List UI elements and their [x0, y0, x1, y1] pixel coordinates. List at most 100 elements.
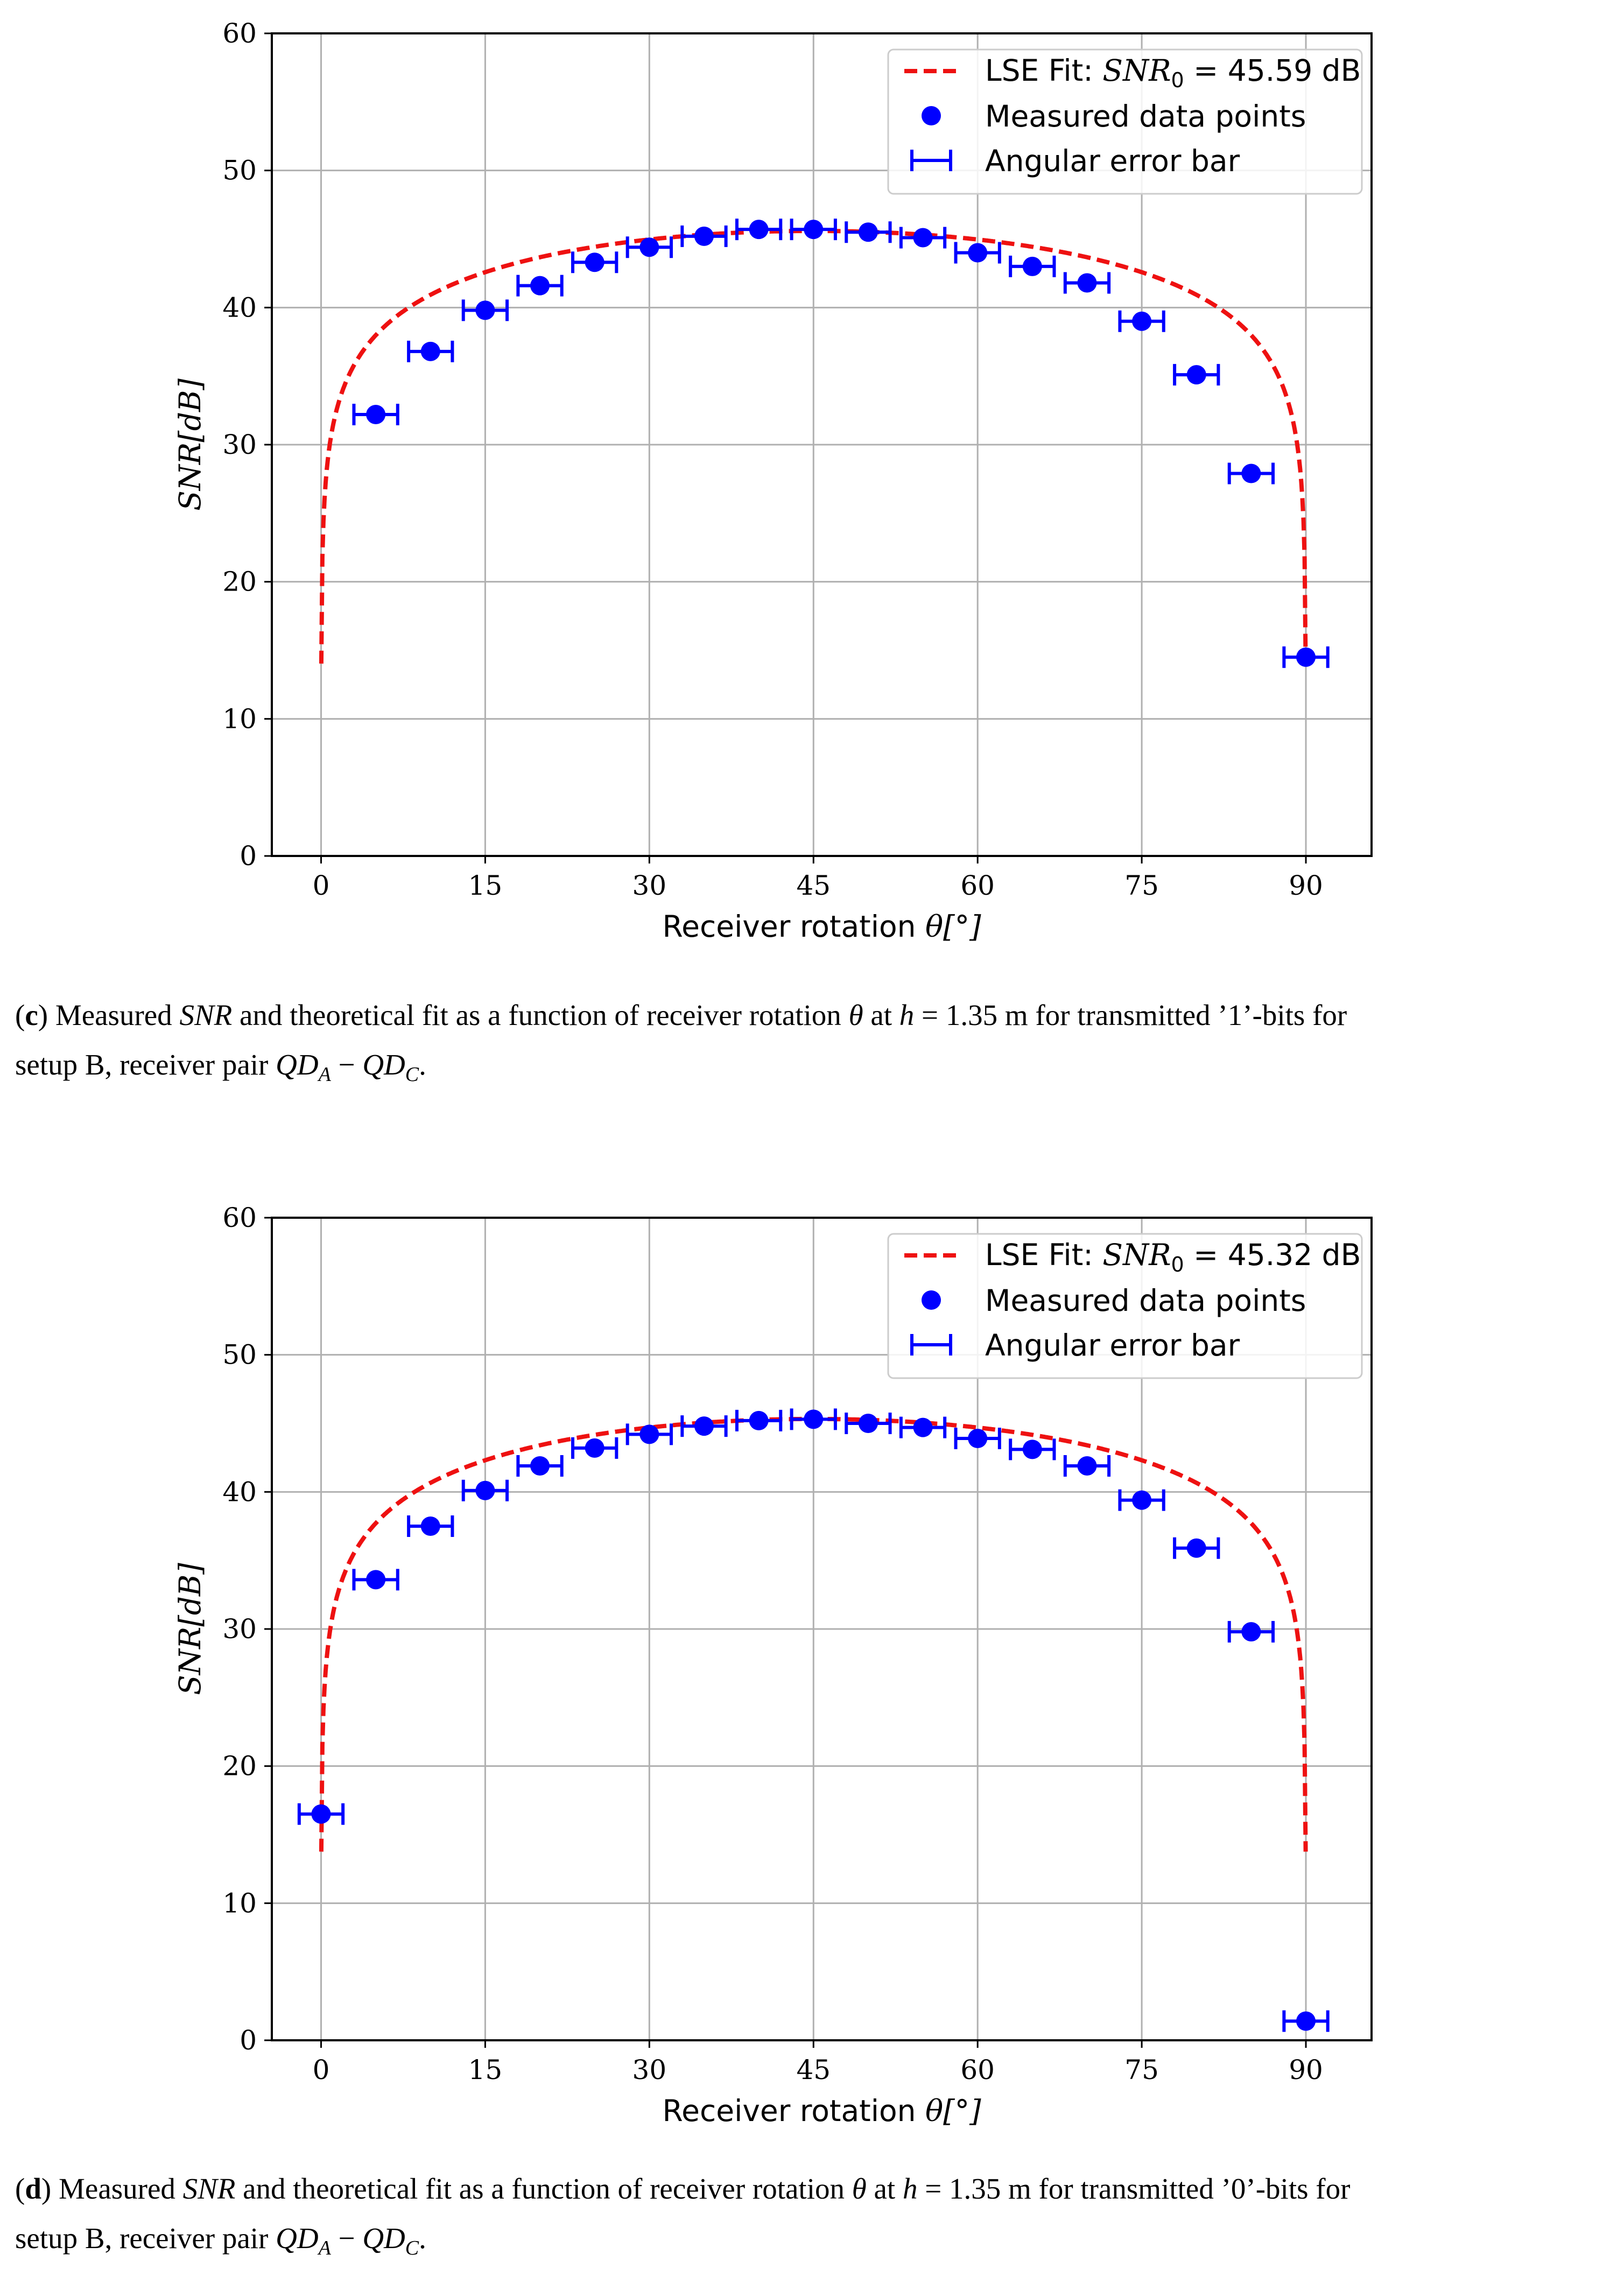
- data-point: [858, 1414, 878, 1433]
- figure-panel-d: 0 15 30 45 60 75 90 0 10 20 30 40 50 60 Receiver rotat…: [0, 1184, 1624, 2289]
- data-point-group: [571, 1437, 618, 1459]
- legend-fit-prefix: LSE Fit:: [985, 1238, 1102, 1272]
- data-point-group: [407, 1515, 454, 1537]
- data-point: [1077, 273, 1097, 293]
- data-point-group: [516, 1455, 564, 1477]
- data-point: [530, 1456, 550, 1476]
- data-point: [913, 1417, 933, 1437]
- x-axis-label: Receiver rotation θ[°]: [662, 2094, 981, 2128]
- data-point-group: [1118, 310, 1165, 332]
- x-tick-label: 30: [632, 870, 667, 901]
- x-tick-label: 15: [468, 2054, 503, 2086]
- data-point: [1186, 365, 1206, 385]
- data-point-group: [680, 225, 728, 247]
- plot-frame: [271, 1217, 1373, 2041]
- legend-fit-value: = 45.59 dB: [1184, 53, 1361, 88]
- x-axis-label: Receiver rotation θ[°]: [662, 909, 981, 944]
- data-point-group: [1227, 1621, 1275, 1643]
- y-tick-label: 20: [222, 1751, 257, 1782]
- data-point-group: [1282, 2010, 1330, 2032]
- data-point-group: [625, 1423, 673, 1445]
- data-point-group: [461, 1479, 509, 1501]
- data-point: [1186, 1538, 1206, 1558]
- snr-chart-c: 0 15 30 45 60 75 90 0 10 20 30 40 50 60 Receiver rotat…: [173, 18, 1373, 944]
- data-point-group: [899, 227, 947, 249]
- data-point-group: [516, 275, 564, 297]
- caption-line-1: (d) Measured SNR and theoretical fit as …: [15, 2172, 1351, 2205]
- data-point-group: [1009, 1438, 1056, 1461]
- data-point-group: [625, 236, 673, 258]
- data-point: [639, 1424, 659, 1444]
- x-tick-label: 15: [468, 870, 503, 901]
- data-point: [1296, 647, 1316, 667]
- figure-caption-d: (d) Measured SNR and theoretical fit as …: [15, 2164, 1608, 2273]
- data-point: [1132, 1490, 1152, 1510]
- data-point-group: [680, 1415, 728, 1437]
- data-point: [804, 220, 824, 240]
- caption-line-2: setup B, receiver pair QDA − QDC.: [15, 2222, 426, 2259]
- data-point: [311, 1804, 331, 1824]
- y-tick-label: 30: [222, 1613, 257, 1645]
- x-axis-label-text: Receiver rotation: [662, 909, 925, 944]
- x-tick-label: 75: [1124, 2054, 1159, 2086]
- legend-errorbar-label: Angular error bar: [985, 1328, 1240, 1363]
- data-point: [858, 222, 878, 242]
- data-point: [366, 1570, 386, 1590]
- data-point-group: [1063, 272, 1111, 294]
- y-tick-label: 30: [222, 429, 257, 460]
- data-point: [1077, 1456, 1097, 1476]
- y-tick-label: 40: [222, 292, 257, 323]
- x-tick-label: 90: [1289, 870, 1323, 901]
- legend-point-swatch: [922, 106, 941, 125]
- data-point: [804, 1409, 824, 1429]
- data-point: [913, 228, 933, 248]
- legend-fit-label: LSE Fit: SNR0 = 45.59 dB: [985, 53, 1361, 92]
- data-point: [1132, 311, 1152, 331]
- data-point-group: [1227, 462, 1275, 485]
- data-point: [639, 237, 659, 257]
- data-point-group: [845, 221, 892, 243]
- x-tick-label: 90: [1289, 2054, 1323, 2086]
- x-tick-label: 0: [313, 870, 330, 901]
- x-axis-label-math: θ[°]: [925, 909, 981, 944]
- legend-box: [887, 1233, 1363, 1379]
- data-point-group: [735, 1409, 783, 1431]
- data-point-group: [352, 403, 399, 425]
- data-point-group: [571, 251, 618, 273]
- legend-box: [887, 48, 1363, 195]
- data-point-group: [845, 1413, 892, 1434]
- y-axis-label: SNR[dB]: [173, 1563, 207, 1695]
- data-point-group: [461, 299, 509, 321]
- caption-line-2: setup B, receiver pair QDA − QDC.: [15, 1048, 426, 1086]
- y-tick-label: 50: [222, 1339, 257, 1371]
- legend-fit-value: = 45.32 dB: [1184, 1238, 1361, 1272]
- caption-letter: d: [25, 2172, 41, 2205]
- data-point-group: [1063, 1455, 1111, 1477]
- data-point: [1296, 2011, 1316, 2031]
- data-point: [475, 1480, 495, 1500]
- legend-fit-subscript: 0: [1171, 68, 1184, 92]
- y-tick-label: 60: [222, 1202, 257, 1233]
- x-axis-label-text: Receiver rotation: [662, 2094, 925, 2128]
- caption-letter: c: [25, 999, 38, 1031]
- legend-fit-label: LSE Fit: SNR0 = 45.32 dB: [985, 1238, 1361, 1276]
- legend-fit-symbol: SNR: [1102, 53, 1171, 88]
- plot-frame: [271, 32, 1373, 857]
- data-point-group: [297, 1803, 345, 1825]
- data-point: [968, 1429, 988, 1449]
- data-point: [694, 226, 714, 246]
- legend-point-swatch: [922, 1290, 941, 1310]
- data-point: [420, 1516, 440, 1536]
- data-point-group: [352, 1569, 399, 1591]
- data-point-group: [1118, 1489, 1165, 1511]
- caption-line-1: (c) Measured SNR and theoretical fit as …: [15, 999, 1347, 1031]
- data-point-group: [790, 219, 837, 241]
- x-tick-label: 30: [632, 2054, 667, 2086]
- x-tick-label: 45: [796, 870, 831, 901]
- legend-fit-subscript: 0: [1171, 1253, 1184, 1276]
- snr-chart-d: 0 15 30 45 60 75 90 0 10 20 30 40 50 60 Receiver rotat…: [173, 1202, 1373, 2128]
- data-point: [1022, 1440, 1042, 1459]
- legend-measured-label: Measured data points: [985, 99, 1306, 134]
- legend-errorbar-label: Angular error bar: [985, 144, 1240, 178]
- y-tick-label: 0: [240, 2025, 257, 2056]
